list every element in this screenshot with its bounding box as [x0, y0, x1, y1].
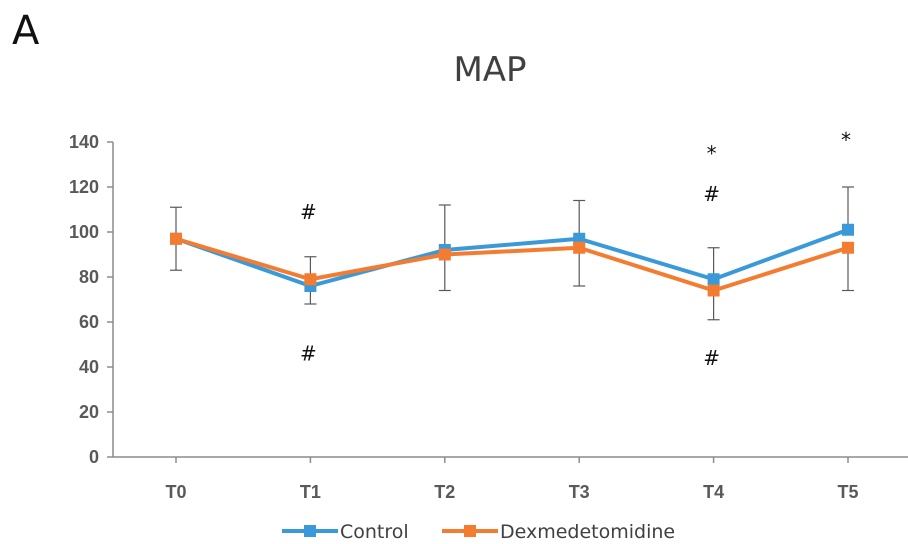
chart-title: MAP	[453, 50, 527, 90]
legend-swatch-marker	[464, 525, 476, 537]
significance-marker: #	[300, 200, 317, 224]
panel-letter: A	[12, 8, 40, 54]
significance-marker: #	[703, 182, 720, 206]
data-point	[304, 273, 317, 286]
y-tick-label: 100	[69, 222, 99, 242]
x-tick-label: T2	[434, 482, 455, 502]
data-point	[707, 273, 720, 286]
x-tick-label: T4	[703, 482, 724, 502]
legend-label: Dexmedetomidine	[500, 521, 675, 543]
data-point	[842, 241, 854, 254]
significance-marker: #	[703, 346, 720, 370]
significance-marker: *	[841, 128, 851, 152]
y-tick-label: 140	[69, 132, 99, 152]
y-tick-label: 80	[79, 267, 99, 287]
y-tick-label: 20	[79, 402, 99, 422]
data-point	[170, 232, 182, 245]
data-point	[573, 241, 586, 254]
x-tick-label: T5	[837, 482, 858, 502]
x-tick-label: T3	[569, 482, 590, 502]
significance-marker: *	[707, 141, 717, 165]
series-line-dexmedetomidine	[175, 236, 849, 293]
y-tick-label: 60	[79, 312, 99, 332]
data-point	[707, 284, 720, 297]
y-tick-label: 0	[89, 447, 99, 467]
y-tick-label: 120	[69, 177, 99, 197]
data-point	[438, 248, 451, 261]
x-tick-label: T1	[300, 482, 321, 502]
data-point	[842, 223, 854, 236]
series-line-control	[175, 227, 849, 288]
y-tick-label: 40	[79, 357, 99, 377]
legend-swatch-marker	[304, 525, 316, 537]
legend-label: Control	[340, 521, 409, 543]
x-tick-label: T0	[165, 482, 186, 502]
significance-marker: #	[300, 342, 317, 366]
